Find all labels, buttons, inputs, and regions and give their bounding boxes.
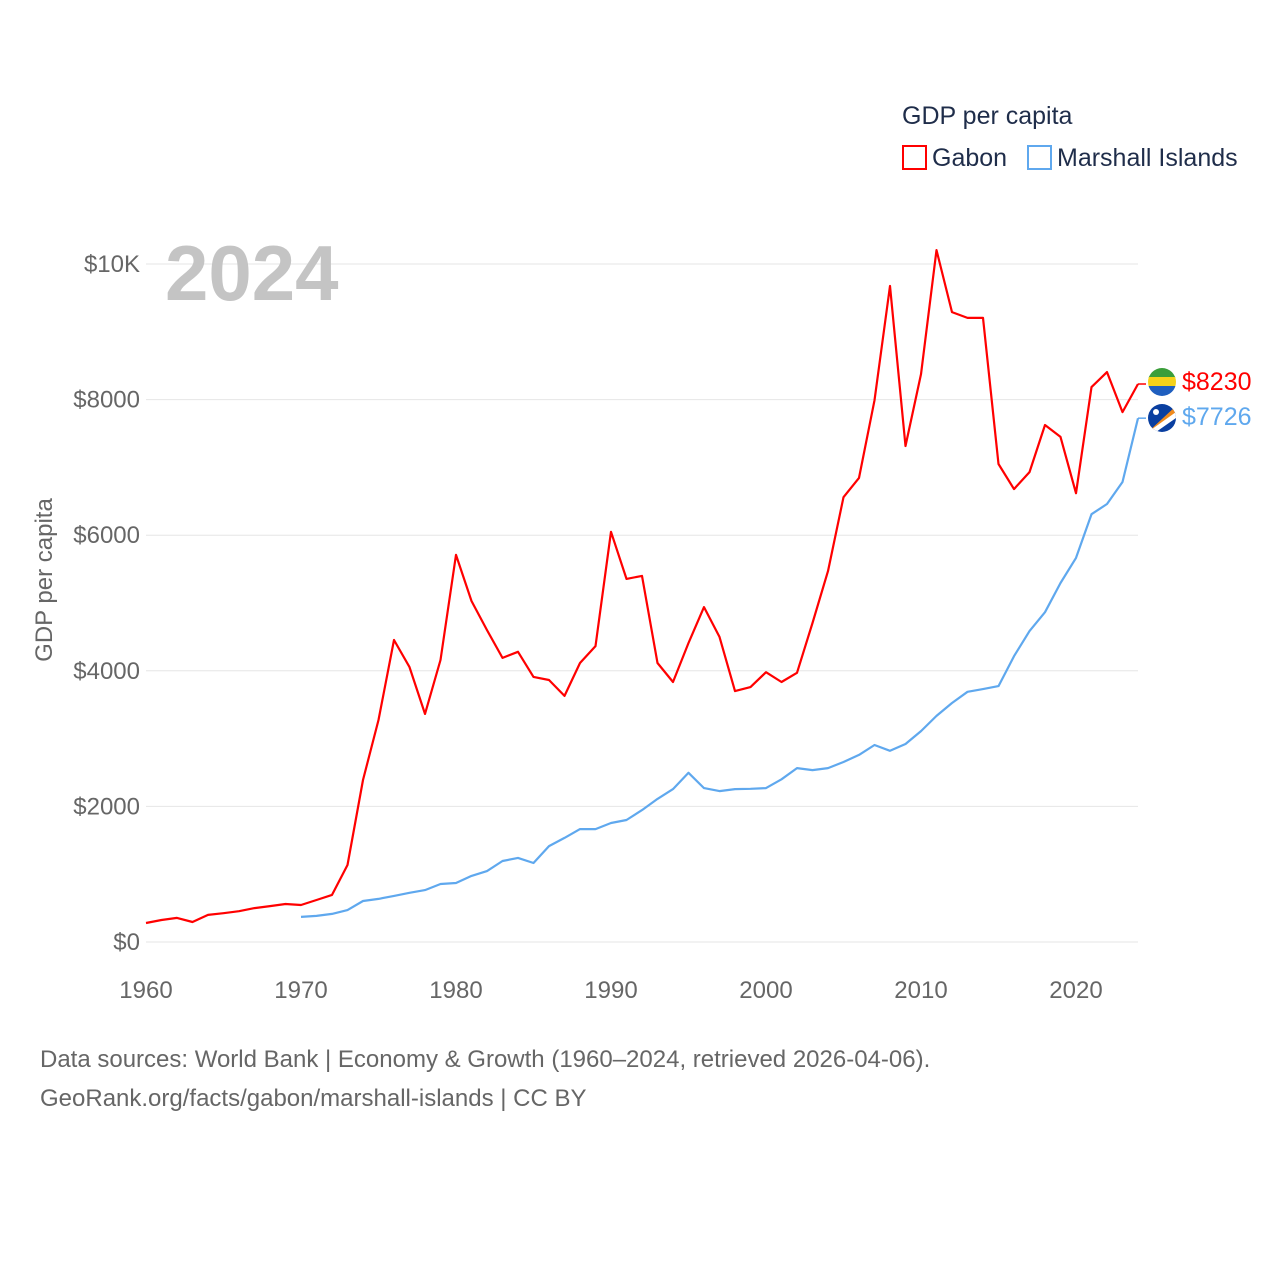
- y-axis-label: GDP per capita: [31, 498, 58, 662]
- x-tick-label: 1990: [584, 977, 637, 1004]
- series-line-marshall-islands[interactable]: [300, 417, 1140, 918]
- legend-swatch-gabon[interactable]: [902, 145, 927, 170]
- gabon-flag-icon: [1148, 368, 1176, 396]
- marshall-islands-flag-icon: [1148, 404, 1176, 432]
- marshall-islands-end-value: $7726: [1182, 403, 1252, 431]
- y-tick-label: $10K: [84, 251, 140, 278]
- attribution-line[interactable]: GeoRank.org/facts/gabon/marshall-islands…: [40, 1085, 587, 1112]
- source-line: Data sources: World Bank | Economy & Gro…: [40, 1046, 931, 1073]
- x-tick-label: 2000: [739, 977, 792, 1004]
- gabon-end-value: $8230: [1182, 368, 1252, 396]
- y-tick-label: $8000: [73, 387, 140, 414]
- x-tick-label: 1980: [429, 977, 482, 1004]
- x-tick-label: 1970: [274, 977, 327, 1004]
- y-tick-label: $6000: [73, 522, 140, 549]
- legend-title: GDP per capita: [902, 102, 1073, 130]
- x-tick-label: 2010: [894, 977, 947, 1004]
- x-tick-label: 1960: [119, 977, 172, 1004]
- series-line-gabon[interactable]: [145, 249, 1139, 925]
- legend-label-marshall-islands[interactable]: Marshall Islands: [1057, 144, 1238, 172]
- legend-swatch-marshall-islands[interactable]: [1027, 145, 1052, 170]
- x-tick-label: 2020: [1049, 977, 1102, 1004]
- y-tick-label: $4000: [73, 658, 140, 685]
- year-label: 2024: [165, 229, 339, 317]
- legend-label-gabon[interactable]: Gabon: [932, 144, 1007, 172]
- y-tick-label: $0: [113, 929, 140, 956]
- y-tick-label: $2000: [73, 793, 140, 820]
